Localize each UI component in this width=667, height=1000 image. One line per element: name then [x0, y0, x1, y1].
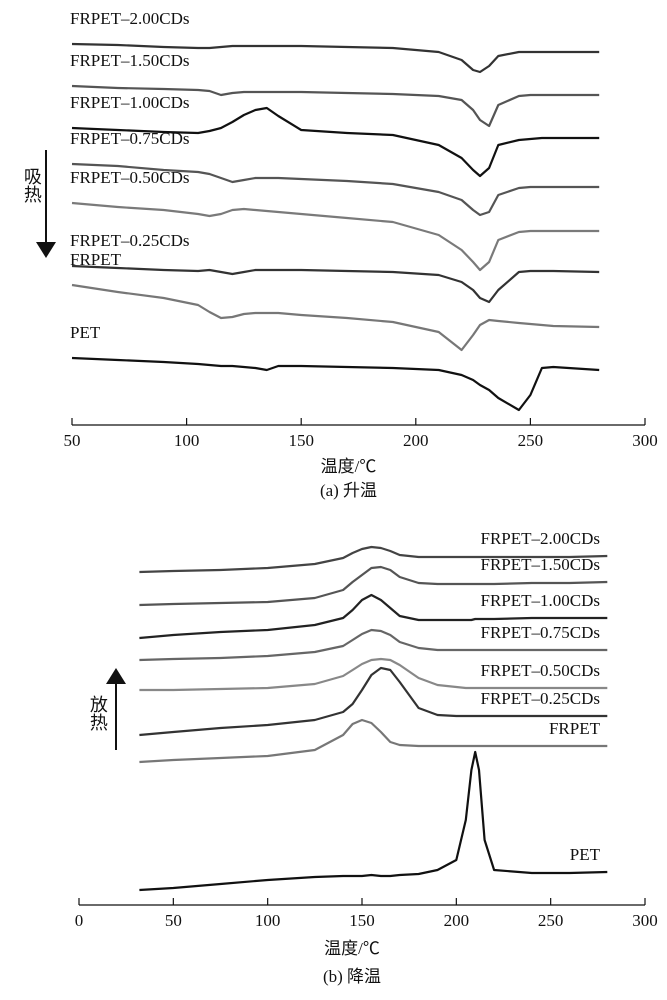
x-tick-label: 150	[288, 431, 314, 450]
x-tick-label: 100	[255, 911, 281, 930]
caption: (a) 升温	[320, 481, 377, 500]
curve-label: FRPET–1.00CDs	[481, 591, 601, 610]
y-axis-label: 吸热	[22, 167, 42, 203]
curve-label: FRPET–2.00CDs	[70, 9, 190, 28]
curve	[71, 84, 600, 128]
x-axis-label: 温度/℃	[321, 457, 377, 476]
curve-label: FRPET–0.75CDs	[70, 129, 190, 148]
x-tick-label: 50	[165, 911, 182, 930]
curve-label: FRPET–1.50CDs	[481, 555, 601, 574]
curve-label: PET	[570, 845, 601, 864]
x-tick-label: 300	[632, 431, 658, 450]
curve	[139, 565, 608, 607]
x-tick-label: 0	[75, 911, 84, 930]
curve	[139, 545, 608, 574]
curve	[71, 162, 600, 217]
curve	[139, 593, 608, 640]
x-tick-label: 200	[403, 431, 429, 450]
curve-label: FRPET–1.50CDs	[70, 51, 190, 70]
curve	[139, 750, 608, 892]
curve-label: FRPET–2.00CDs	[481, 529, 601, 548]
curve	[139, 666, 608, 737]
curve	[71, 106, 600, 178]
x-axis-label: 温度/℃	[324, 939, 380, 958]
curve	[139, 718, 608, 764]
curve	[71, 42, 600, 74]
x-tick-label: 250	[518, 431, 544, 450]
x-tick-label: 50	[64, 431, 81, 450]
curve-label: FRPET–0.50CDs	[70, 168, 190, 187]
y-axis-label: 放热	[88, 695, 108, 731]
curve	[71, 264, 600, 304]
curve-label: FRPET–0.25CDs	[481, 689, 601, 708]
curve-label: FRPET–1.00CDs	[70, 93, 190, 112]
curve-label: FRPET	[549, 719, 601, 738]
x-tick-label: 100	[174, 431, 200, 450]
curve-label: FRPET–0.75CDs	[481, 623, 601, 642]
curve-label: FRPET–0.50CDs	[481, 661, 601, 680]
curve	[139, 628, 608, 662]
x-tick-label: 250	[538, 911, 564, 930]
curve-label: FRPET	[70, 250, 122, 269]
caption: (b) 降温	[323, 967, 381, 986]
curve	[71, 283, 600, 352]
curve-label: FRPET–0.25CDs	[70, 231, 190, 250]
curve	[71, 201, 600, 272]
x-tick-label: 200	[444, 911, 470, 930]
curve	[71, 356, 600, 412]
x-tick-label: 300	[632, 911, 658, 930]
x-tick-label: 150	[349, 911, 375, 930]
curve	[139, 657, 608, 692]
curve-label: PET	[70, 323, 101, 342]
